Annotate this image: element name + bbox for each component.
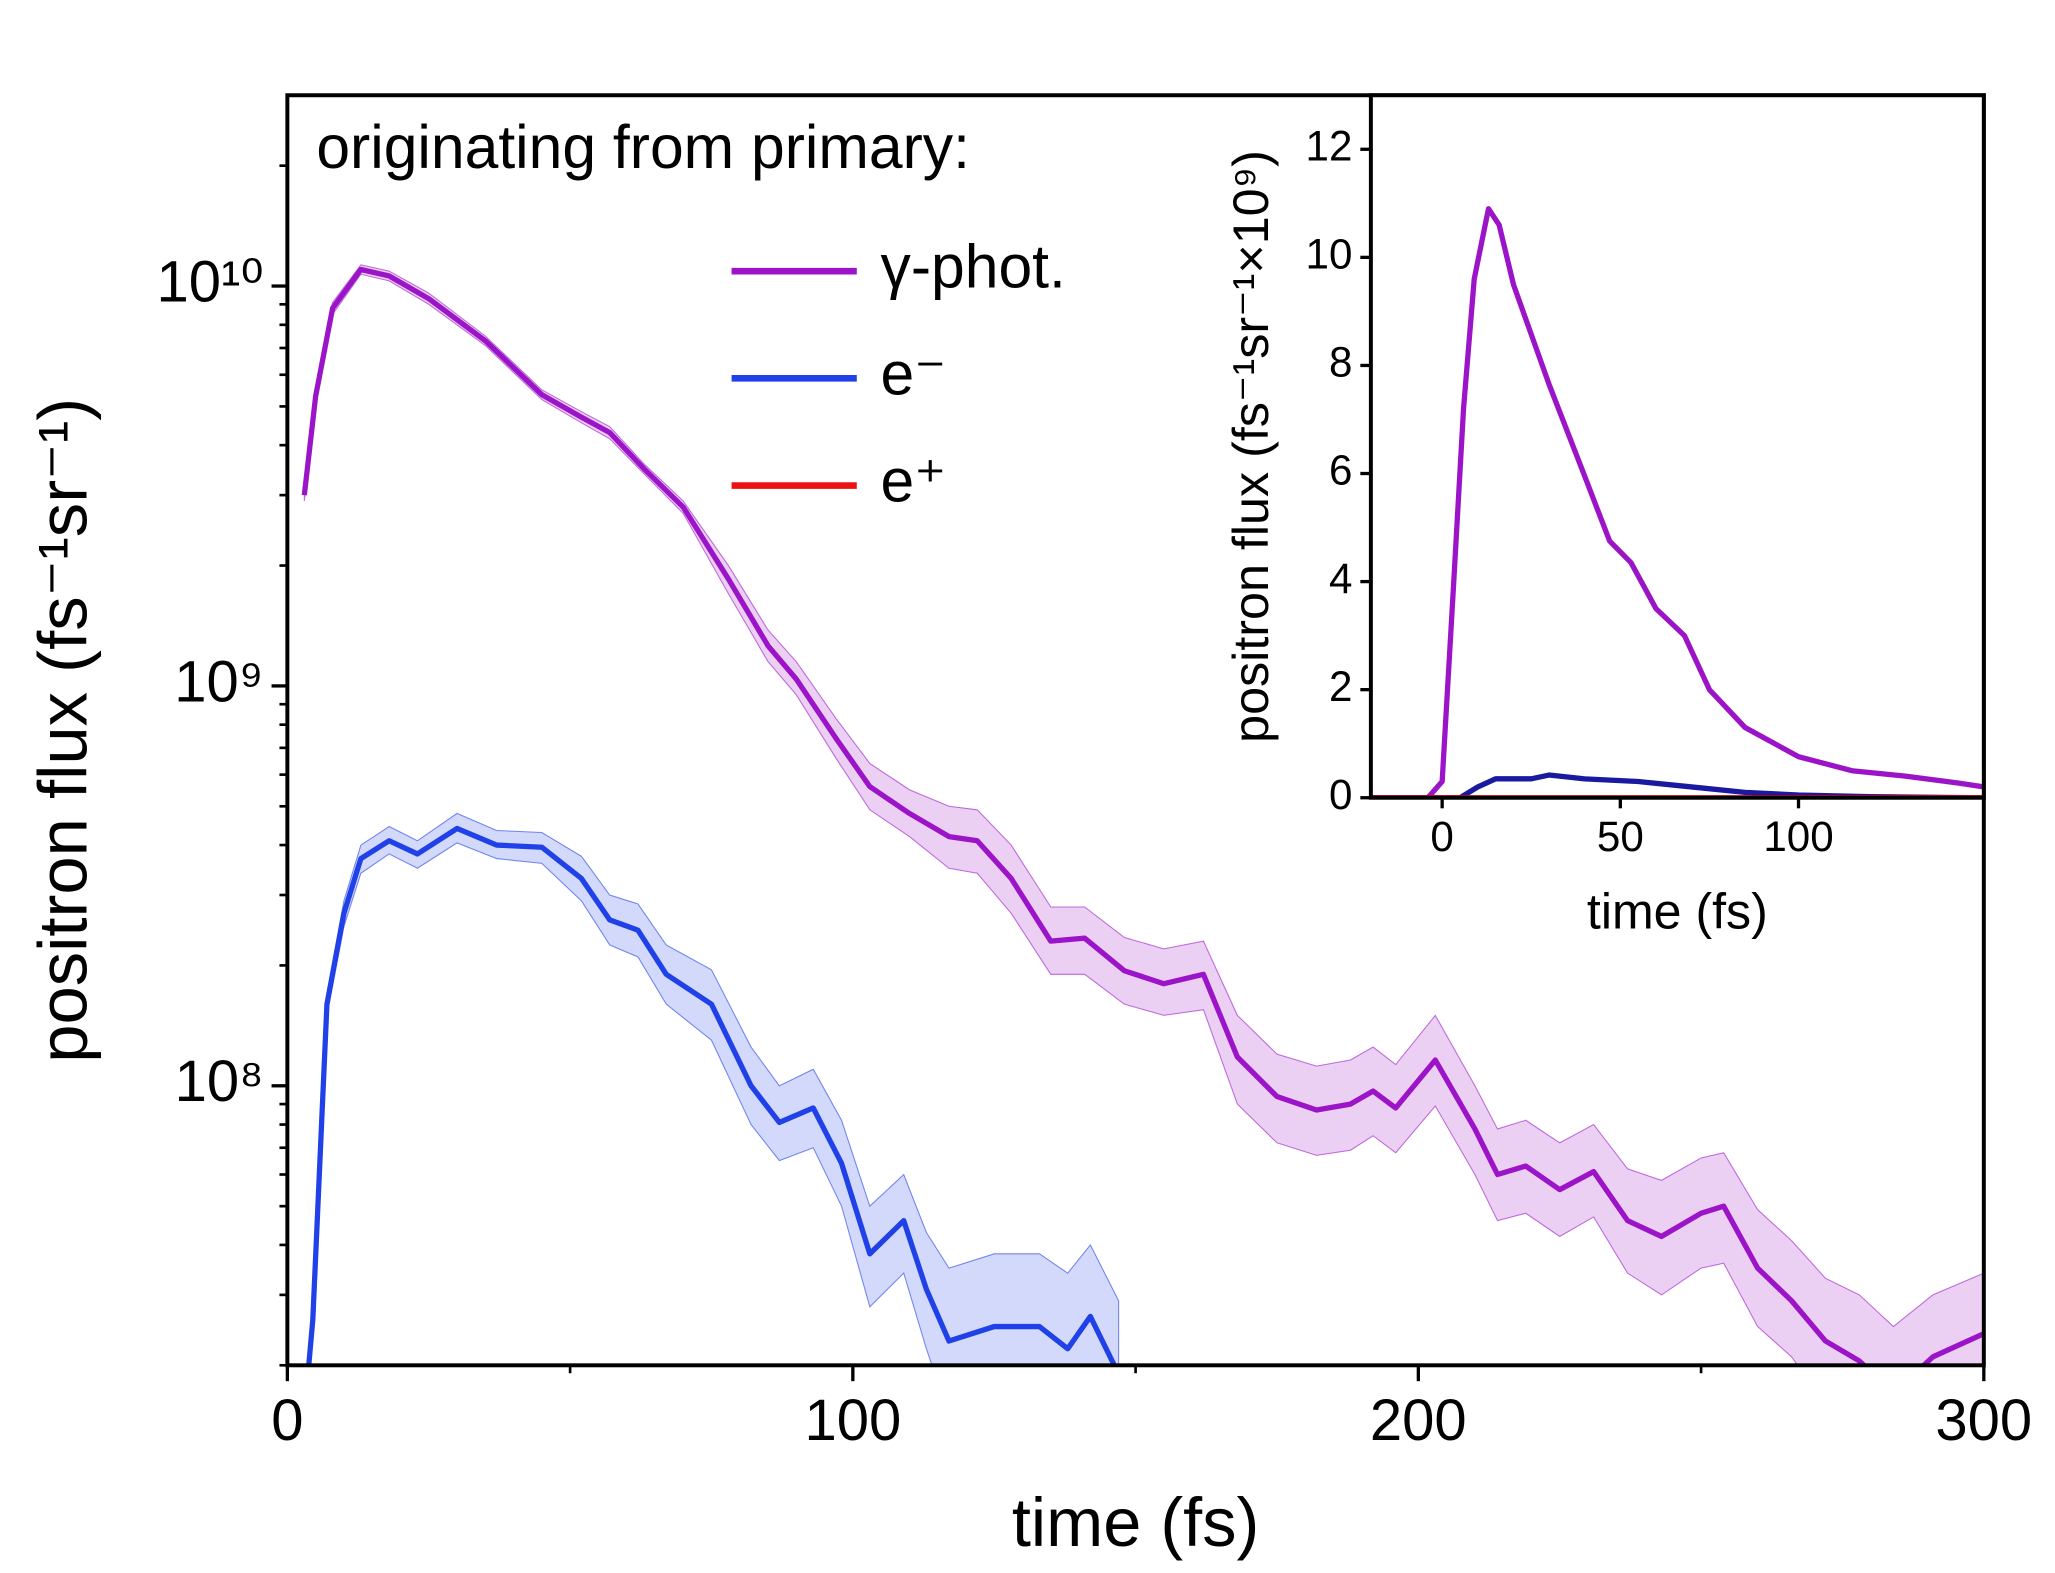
- legend-label: e⁺: [881, 447, 947, 515]
- y-tick-label: 8: [1329, 339, 1352, 386]
- x-tick-label: 100: [1763, 813, 1833, 860]
- y-tick-label: 10: [1306, 230, 1353, 277]
- inset-chart: 0 50 100 0 2 4 6 8 10 12 time (fs) positron flux (f…: [1223, 93, 1986, 940]
- series-line: [306, 825, 1118, 1366]
- error-band: [303, 264, 1984, 1366]
- legend-title: originating from primary:: [316, 113, 970, 181]
- y-tick-label: 10⁸: [175, 1049, 264, 1114]
- legend-label: γ-phot.: [881, 232, 1066, 300]
- y-tick-label: 10¹⁰: [157, 249, 264, 314]
- error-band: [307, 812, 1120, 1366]
- y-tick-label: 12: [1306, 122, 1353, 169]
- series-line: [1370, 772, 1984, 798]
- series-line: [1370, 206, 1984, 798]
- y-axis-label: positron flux (fs⁻¹sr⁻¹): [25, 398, 102, 1063]
- x-tick-label: 0: [1430, 813, 1453, 860]
- y-tick-label: 4: [1329, 555, 1352, 602]
- x-axis-label: time (fs): [1012, 1484, 1259, 1561]
- series-line: [301, 266, 1984, 1366]
- x-tick-label: 300: [1935, 1388, 2032, 1453]
- y-axis-label: positron flux (fs⁻¹sr⁻¹×10⁹): [1223, 150, 1279, 743]
- x-tick-label: 0: [271, 1388, 303, 1453]
- plot-area: [1370, 206, 1984, 798]
- y-tick-label: 10⁹: [174, 649, 263, 714]
- inset-background: [1370, 95, 1984, 798]
- plot-frame: [1368, 93, 1986, 800]
- x-tick-label: 50: [1597, 813, 1644, 860]
- y-tick-label: 0: [1329, 771, 1352, 818]
- x-tick-label: 100: [804, 1388, 901, 1453]
- plot-area: [301, 264, 1984, 1366]
- y-tick-label: 6: [1329, 447, 1352, 494]
- legend-label: e⁻: [881, 339, 947, 407]
- x-tick-label: 200: [1370, 1388, 1467, 1453]
- y-tick-label: 2: [1329, 663, 1352, 710]
- x-axis-label: time (fs): [1587, 884, 1768, 940]
